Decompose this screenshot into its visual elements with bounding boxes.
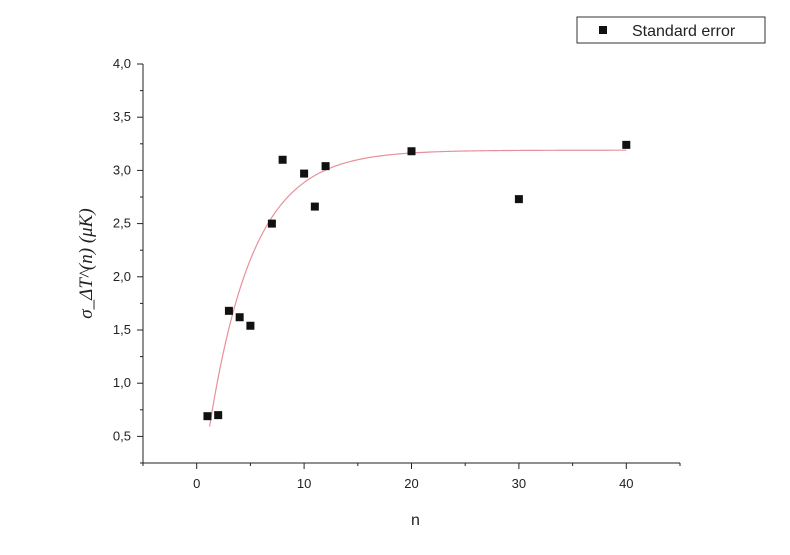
data-point [224, 306, 233, 315]
data-points [203, 140, 631, 421]
y-tick-label: 3,0 [113, 162, 131, 177]
data-point [622, 140, 631, 149]
y-tick-label: 1,0 [113, 375, 131, 390]
y-tick-label: 4,0 [113, 56, 131, 71]
data-point [310, 202, 319, 211]
x-tick-label: 30 [512, 476, 526, 491]
data-point [300, 169, 309, 178]
data-point [235, 313, 244, 322]
x-tick-label: 40 [619, 476, 633, 491]
y-tick-label: 1,5 [113, 322, 131, 337]
data-point [214, 411, 223, 420]
data-point [407, 147, 416, 156]
data-point [514, 195, 523, 204]
y-axis-title-text: σ_ΔT^(n) (μK) [76, 208, 97, 318]
legend-label: Standard error [632, 23, 736, 40]
y-tick-label: 2,5 [113, 216, 131, 231]
y-tick-label: 2,0 [113, 269, 131, 284]
x-tick-label: 0 [193, 476, 200, 491]
fit-curve [208, 149, 627, 427]
data-point [246, 321, 255, 330]
x-tick-label: 20 [404, 476, 418, 491]
data-point [267, 219, 276, 228]
y-axis-title: σ_ΔT^(n) (μK) [76, 208, 97, 318]
y-tick-label: 3,5 [113, 109, 131, 124]
x-axis-title: n [411, 512, 420, 529]
data-point [278, 155, 287, 164]
data-point [321, 162, 330, 171]
y-tick-label: 0,5 [113, 428, 131, 443]
x-tick-label: 10 [297, 476, 311, 491]
legend-marker [599, 26, 607, 34]
legend-box [576, 16, 766, 44]
axes: 0,5 1,0 1,5 2,0 2,5 3,0 3,5 4,0 0 10 20 30 40 [113, 56, 681, 491]
data-point [203, 412, 212, 421]
legend: Standard error [576, 16, 766, 44]
